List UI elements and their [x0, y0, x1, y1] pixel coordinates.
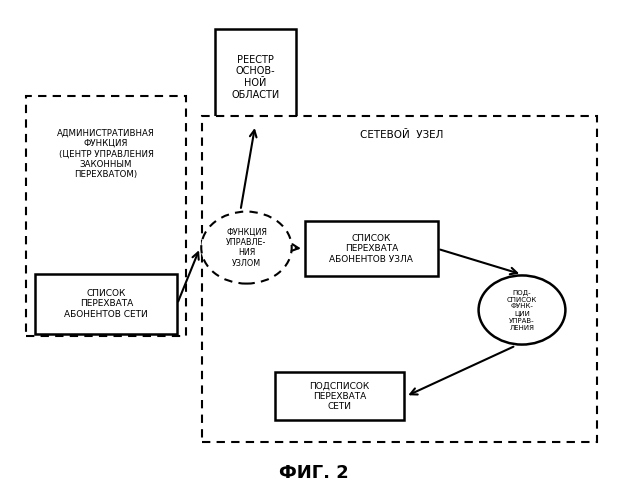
Text: СПИСОК
ПЕРЕХВАТА
АБОНЕНТОВ СЕТИ: СПИСОК ПЕРЕХВАТА АБОНЕНТОВ СЕТИ: [65, 289, 148, 319]
Text: ПОДСПИСОК
ПЕРЕХВАТА
СЕТИ: ПОДСПИСОК ПЕРЕХВАТА СЕТИ: [310, 382, 370, 412]
Bar: [305, 221, 438, 276]
Bar: [275, 372, 404, 420]
Ellipse shape: [479, 276, 565, 344]
Text: СПИСОК
ПЕРЕХВАТА
АБОНЕНТОВ УЗЛА: СПИСОК ПЕРЕХВАТА АБОНЕНТОВ УЗЛА: [329, 234, 413, 264]
Text: СЕТЕВОЙ  УЗЕЛ: СЕТЕВОЙ УЗЕЛ: [360, 130, 443, 140]
Text: АДМИНИСТРАТИВНАЯ
ФУНКЦИЯ
(ЦЕНТР УПРАВЛЕНИЯ
ЗАКОННЫМ
ПЕРЕХВАТОМ): АДМИНИСТРАТИВНАЯ ФУНКЦИЯ (ЦЕНТР УПРАВЛЕН…: [57, 128, 155, 180]
Text: ПОД-
СПИСОК
ФУНК-
ЦИИ
УПРАВ-
ЛЕНИЯ: ПОД- СПИСОК ФУНК- ЦИИ УПРАВ- ЛЕНИЯ: [507, 290, 537, 331]
Text: РЕЕСТР
ОСНОВ-
НОЙ
ОБЛАСТИ: РЕЕСТР ОСНОВ- НОЙ ОБЛАСТИ: [231, 55, 279, 100]
Bar: [215, 29, 296, 125]
Bar: [26, 96, 186, 336]
Bar: [35, 274, 177, 334]
Text: ФИГ. 2: ФИГ. 2: [279, 464, 349, 482]
Bar: [202, 116, 597, 442]
Ellipse shape: [201, 212, 291, 284]
Text: ФУНКЦИЯ
УПРАВЛЕ-
НИЯ
УЗЛОМ: ФУНКЦИЯ УПРАВЛЕ- НИЯ УЗЛОМ: [226, 228, 267, 268]
